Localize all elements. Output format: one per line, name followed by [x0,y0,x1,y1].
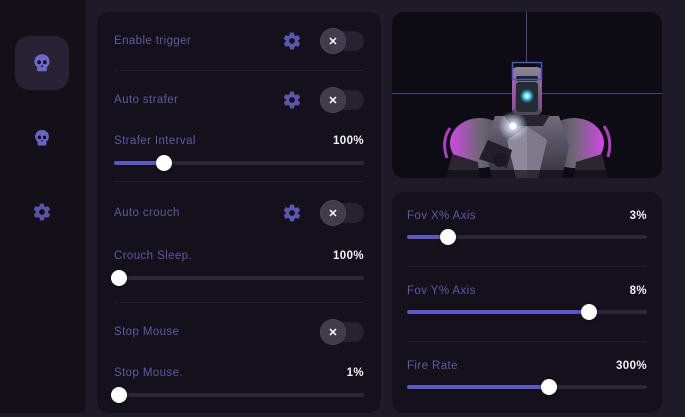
robot-preview [392,12,662,178]
toggle-row-auto-crouch: Auto crouch ✕ [114,182,364,244]
slider-row-strafer-interval: Strafer Interval 100% [114,129,364,181]
divider [407,341,647,342]
character-preview-panel [392,12,662,178]
slider-label: Stop Mouse. [114,366,183,379]
sidebar-item-settings[interactable] [15,185,69,239]
slider-row-fov-x: Fov X% Axis 3% [407,192,647,266]
divider [407,266,647,267]
slider-label: Strafer Interval [114,134,196,147]
cheat-settings-panel: Enable trigger ✕ Auto strafer ✕ Strafer … [97,12,381,413]
slider-handle[interactable] [581,304,598,320]
toggle-x-icon: ✕ [320,319,346,345]
gear-icon[interactable] [282,31,302,51]
slider-handle[interactable] [540,379,557,395]
gear-icon[interactable] [282,203,302,223]
toggle-x-icon: ✕ [320,28,346,54]
slider[interactable] [407,229,647,245]
divider [114,70,364,71]
slider[interactable] [114,155,364,171]
toggle-label: Auto crouch [114,207,180,219]
slider-handle[interactable] [111,270,127,286]
toggle-row-auto-strafer: Auto strafer ✕ [114,71,364,129]
slider-row-fire-rate: Fire Rate 300% [407,342,647,416]
divider [114,181,364,182]
skull-icon [32,128,52,148]
gear-icon [32,202,52,222]
aim-settings-panel: Fov X% Axis 3% Fov Y% Axis 8% Fire Rate … [392,192,662,417]
toggle-switch[interactable]: ✕ [320,319,364,345]
robot-character [392,67,662,178]
slider-handle[interactable] [111,387,127,403]
slider-label: Fov X% Axis [407,209,476,222]
slider-label: Fire Rate [407,359,458,372]
slider-value: 300% [615,359,647,372]
slider-value: 8% [629,284,647,297]
slider-value: 1% [346,366,364,379]
toggle-label: Auto strafer [114,94,179,106]
slider-value: 100% [332,249,364,262]
slider[interactable] [111,387,364,403]
skull-icon [31,52,53,74]
toggle-switch[interactable]: ✕ [320,87,364,113]
slider[interactable] [407,304,647,320]
slider-value: 3% [629,209,647,222]
head-target-box [511,61,543,81]
slider-row-stop-mouse: Stop Mouse. 1% [111,361,364,413]
slider-label: Fov Y% Axis [407,284,476,297]
slider-handle[interactable] [156,155,172,171]
slider-fill [407,235,448,239]
sidebar [0,0,85,413]
slider[interactable] [407,379,647,395]
slider-row-crouch-sleep: Crouch Sleep. 100% [111,244,364,302]
slider-fill [114,161,164,165]
toggle-row-stop-mouse: Stop Mouse ✕ [114,303,364,361]
divider [114,302,364,303]
toggle-label: Stop Mouse [114,326,180,338]
slider-fill [407,385,549,389]
toggle-x-icon: ✕ [320,200,346,226]
slider-value: 100% [332,134,364,147]
gear-icon[interactable] [282,90,302,110]
slider[interactable] [111,270,364,286]
toggle-row-enable-trigger: Enable trigger ✕ [114,12,364,70]
slider-handle[interactable] [439,229,456,245]
slider-fill [407,310,590,314]
sidebar-item-skull-1[interactable] [15,36,69,90]
toggle-x-icon: ✕ [320,87,346,113]
toggle-switch[interactable]: ✕ [320,28,364,54]
toggle-switch[interactable]: ✕ [320,200,364,226]
toggle-label: Enable trigger [114,35,192,47]
slider-label: Crouch Sleep. [114,249,193,262]
sidebar-item-skull-2[interactable] [15,111,69,165]
slider-row-fov-y: Fov Y% Axis 8% [407,267,647,341]
